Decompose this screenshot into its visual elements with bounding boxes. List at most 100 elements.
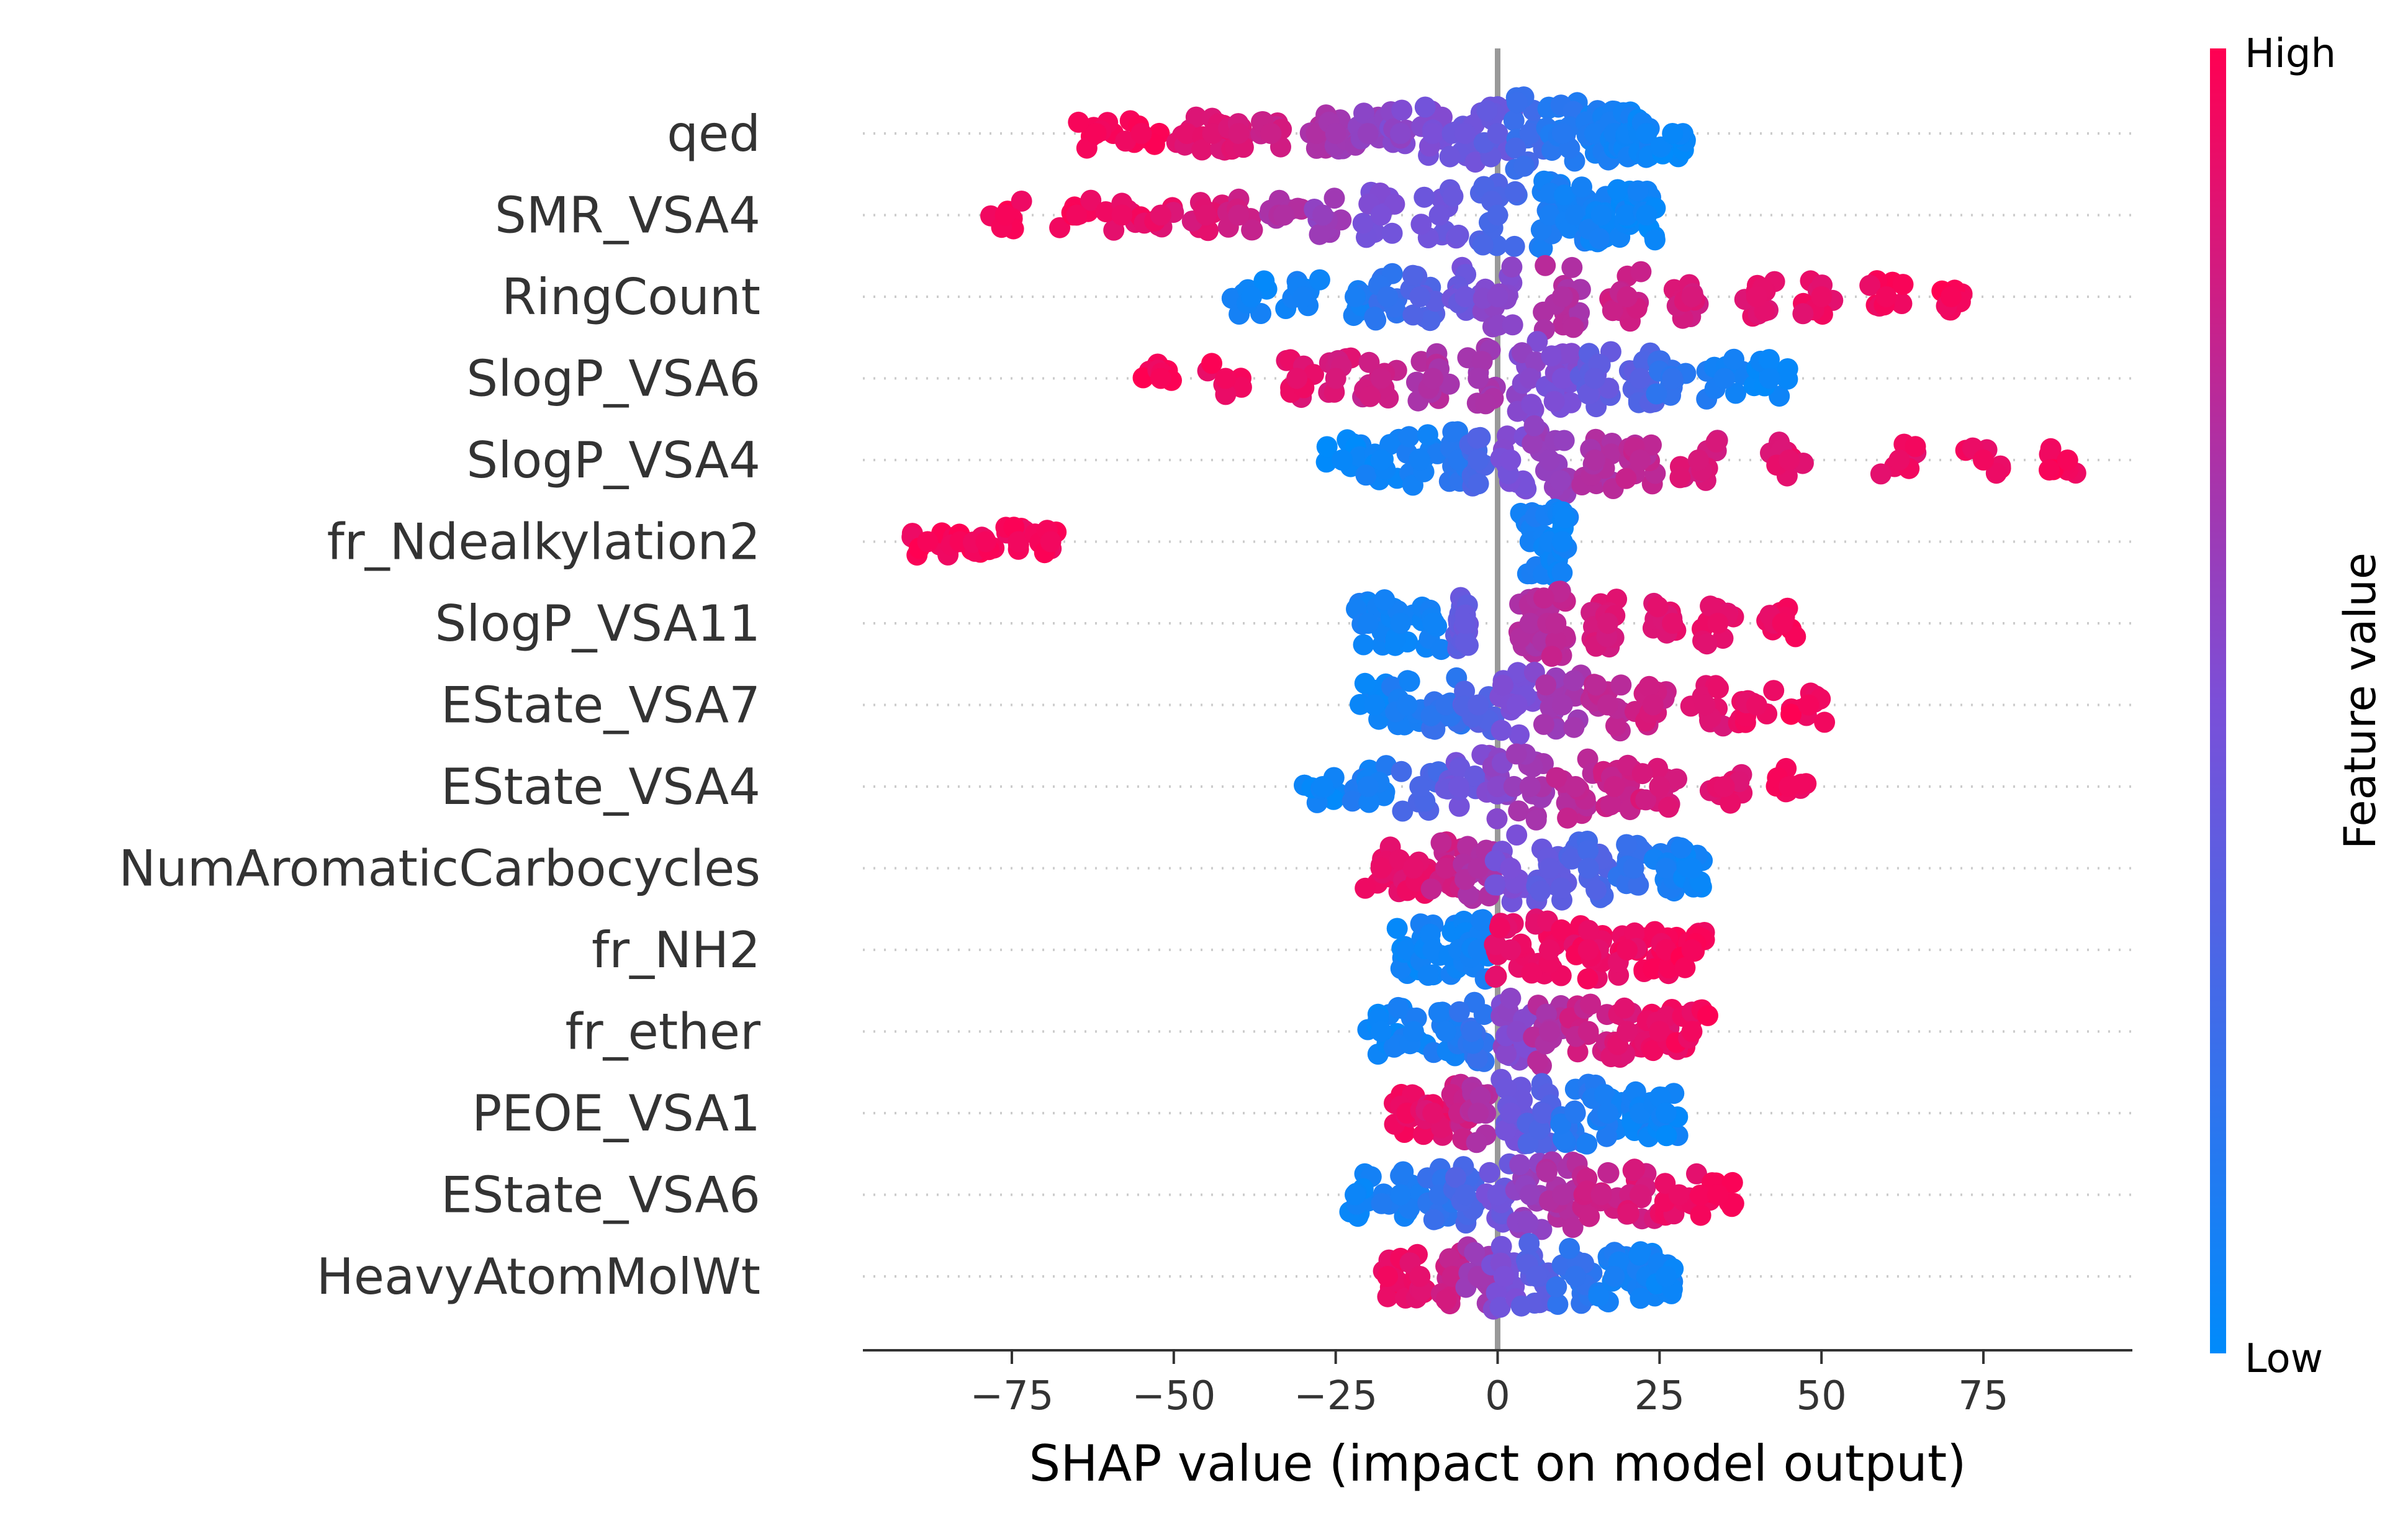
- feature-point: [1513, 155, 1535, 177]
- feature-point: [1377, 1266, 1399, 1287]
- feature-point: [1585, 674, 1607, 696]
- feature-point: [1115, 130, 1137, 152]
- feature-point-cluster: [1756, 597, 1806, 648]
- feature-point: [1487, 1184, 1508, 1206]
- feature-point: [1973, 449, 1994, 471]
- feature-point-cluster: [1643, 921, 1687, 985]
- feature-point: [1402, 1021, 1424, 1042]
- feature-point: [1554, 507, 1576, 528]
- feature-label: NumAromaticCarbocycles: [119, 840, 760, 898]
- feature-point: [1588, 1285, 1610, 1307]
- feature-point-cluster: [1490, 425, 1537, 500]
- feature-point: [1798, 694, 1820, 716]
- feature-point: [1519, 368, 1541, 389]
- feature-point-cluster: [1443, 1156, 1487, 1234]
- feature-point: [1357, 613, 1379, 634]
- feature-point: [1607, 179, 1628, 201]
- feature-point: [1490, 1235, 1512, 1257]
- feature-point: [1533, 713, 1554, 735]
- feature-point: [1647, 596, 1669, 618]
- feature-point: [1435, 857, 1456, 879]
- feature-point: [1422, 123, 1444, 144]
- feature-point: [1428, 204, 1450, 226]
- feature-point: [1617, 939, 1638, 960]
- feature-point: [1551, 694, 1573, 716]
- feature-point-cluster: [1259, 189, 1312, 229]
- feature-point: [1553, 430, 1575, 451]
- feature-point: [1374, 589, 1396, 611]
- feature-point: [1597, 1103, 1618, 1124]
- feature-point-cluster: [1760, 431, 1814, 487]
- feature-point: [1697, 1004, 1718, 1026]
- feature-point: [1420, 705, 1442, 726]
- feature-point: [1484, 967, 1506, 988]
- feature-point: [1721, 1171, 1743, 1193]
- feature-point: [1564, 1103, 1586, 1124]
- feature-point: [1377, 1286, 1399, 1307]
- feature-point: [1509, 1154, 1531, 1175]
- feature-point: [1364, 307, 1386, 328]
- feature-point: [1360, 386, 1381, 407]
- feature-point-cluster: [1395, 1243, 1436, 1309]
- feature-point-cluster: [1315, 429, 1372, 477]
- feature-point: [1600, 794, 1621, 816]
- feature-point: [1409, 286, 1431, 307]
- feature-point: [1705, 431, 1727, 453]
- feature-point: [1390, 613, 1411, 634]
- feature-point: [1312, 204, 1333, 226]
- feature-point-cluster: [1448, 991, 1495, 1072]
- feature-point: [1759, 349, 1780, 371]
- feature-point: [1354, 672, 1376, 694]
- feature-point: [1525, 351, 1546, 373]
- feature-point: [1342, 790, 1363, 812]
- feature-point: [1419, 923, 1441, 945]
- feature-point-cluster: [1400, 264, 1446, 332]
- feature-point-cluster: [1526, 838, 1579, 911]
- feature-point-cluster: [1275, 269, 1330, 319]
- feature-point-cluster: [1221, 270, 1278, 325]
- feature-point: [1423, 1209, 1445, 1230]
- feature-point: [1176, 123, 1197, 144]
- feature-point: [1468, 857, 1489, 879]
- feature-point: [1501, 256, 1523, 278]
- feature-point: [1725, 382, 1746, 404]
- feature-point: [1541, 345, 1562, 367]
- feature-point-cluster: [1533, 255, 1591, 340]
- feature-point-cluster: [1339, 1163, 1382, 1227]
- feature-point: [1325, 123, 1346, 144]
- feature-point-cluster: [1692, 595, 1744, 655]
- feature-point: [1539, 204, 1560, 226]
- feature-point-cluster: [1624, 675, 1677, 736]
- feature-point: [1386, 918, 1408, 939]
- feature-point: [1613, 997, 1635, 1019]
- feature-point: [1503, 110, 1525, 132]
- feature-point: [1370, 1021, 1392, 1042]
- feature-point: [1578, 919, 1600, 941]
- feature-point-cluster: [1536, 92, 1588, 172]
- feature-point-cluster: [1571, 1162, 1628, 1227]
- feature-point: [1551, 1184, 1573, 1206]
- feature-point: [1476, 100, 1498, 122]
- feature-point: [1905, 436, 1926, 458]
- feature-point: [1309, 269, 1330, 291]
- feature-point-cluster: [1132, 353, 1182, 391]
- feature-point: [1814, 711, 1836, 733]
- feature-point: [1439, 146, 1461, 168]
- feature-point: [1562, 1217, 1584, 1239]
- feature-label: SlogP_VSA4: [466, 431, 760, 489]
- feature-point-cluster: [1417, 1158, 1463, 1230]
- feature-point: [1772, 613, 1793, 634]
- data-points: [901, 86, 2086, 1320]
- feature-point: [1539, 449, 1560, 471]
- feature-point: [1049, 217, 1071, 238]
- feature-point-cluster: [1521, 908, 1577, 986]
- feature-point-cluster: [1630, 757, 1687, 818]
- feature-point: [1563, 670, 1585, 692]
- feature-point: [1417, 965, 1439, 986]
- feature-point: [1495, 1119, 1517, 1141]
- feature-label: SMR_VSA4: [495, 187, 760, 245]
- feature-point-cluster: [1459, 1076, 1499, 1153]
- feature-point: [1517, 1132, 1539, 1154]
- feature-point: [1649, 1021, 1671, 1042]
- feature-point: [1713, 776, 1735, 797]
